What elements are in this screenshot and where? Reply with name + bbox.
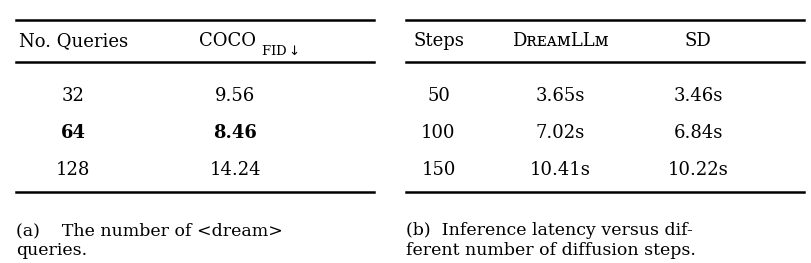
Text: 8.46: 8.46 (213, 124, 257, 142)
Text: No. Queries: No. Queries (19, 32, 127, 50)
Text: 50: 50 (427, 87, 449, 105)
Text: FID$\downarrow$: FID$\downarrow$ (261, 44, 298, 58)
Text: 14.24: 14.24 (209, 161, 261, 179)
Text: COCO: COCO (199, 32, 255, 50)
Text: SD: SD (684, 32, 710, 50)
Text: DʀᴇᴀᴍLLᴍ: DʀᴇᴀᴍLLᴍ (512, 32, 607, 50)
Text: 9.56: 9.56 (215, 87, 255, 105)
Text: 128: 128 (56, 161, 90, 179)
Text: 10.41s: 10.41s (530, 161, 590, 179)
Text: 6.84s: 6.84s (673, 124, 722, 142)
Text: 3.46s: 3.46s (673, 87, 722, 105)
Text: 10.22s: 10.22s (667, 161, 727, 179)
Text: 100: 100 (421, 124, 455, 142)
Text: (b)  Inference latency versus dif-
ferent number of diffusion steps.: (b) Inference latency versus dif- ferent… (406, 222, 695, 259)
Text: 32: 32 (62, 87, 84, 105)
Text: 150: 150 (421, 161, 455, 179)
Text: Steps: Steps (413, 32, 463, 50)
Text: 3.65s: 3.65s (535, 87, 584, 105)
Text: 7.02s: 7.02s (535, 124, 584, 142)
Text: (a)    The number of <dream>
queries.: (a) The number of <dream> queries. (16, 222, 283, 259)
Text: 64: 64 (61, 124, 85, 142)
